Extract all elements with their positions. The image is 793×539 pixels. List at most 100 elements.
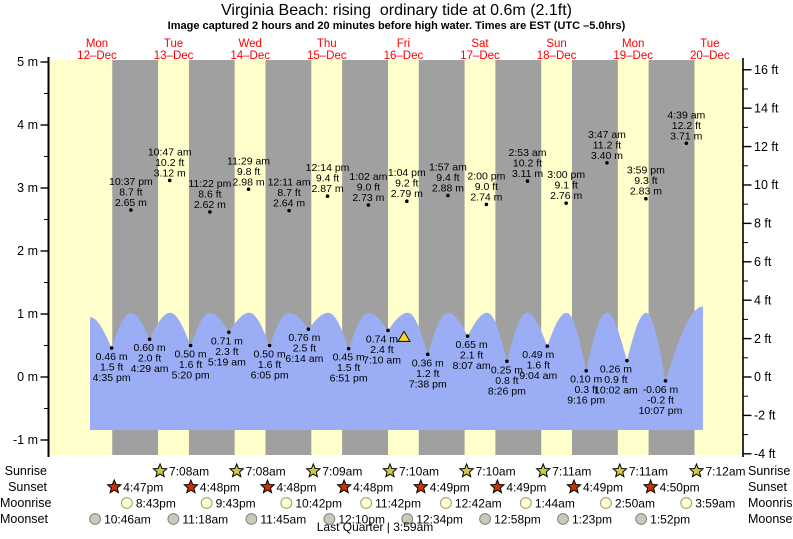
low-tide-feet: 2.3 ft	[215, 346, 238, 358]
low-tide-feet: 0.8 ft	[495, 375, 518, 387]
high-tide-time: 2:00 pm	[467, 170, 505, 182]
sunset-row-label-right: Sunset	[748, 480, 787, 494]
low-tide-time: 7:38 pm	[409, 378, 447, 390]
low-tide-meters: 0.49 m	[522, 349, 554, 361]
high-tide-annotation	[446, 193, 450, 198]
right-tick-label: 16 ft	[754, 63, 779, 77]
sunrise-time: 7:10am	[399, 464, 439, 478]
low-tide-annotation	[147, 337, 152, 342]
low-tide-annotation	[267, 343, 272, 348]
day-name-label: Wed	[238, 38, 261, 50]
sunset-time: 4:49pm	[430, 480, 470, 494]
sunrise-row-label-right: Sunrise	[748, 464, 791, 478]
low-tide-annotation	[109, 346, 114, 350]
sunrise-time: 7:12am	[705, 464, 745, 478]
high-tide-time: 1:57 am	[429, 162, 467, 174]
low-tide-point	[147, 337, 152, 342]
high-tide-annotation	[287, 208, 291, 213]
high-tide-feet: 8.6 ft	[198, 188, 221, 200]
low-tide-meters: 0.50 m	[254, 349, 286, 361]
night-band	[265, 60, 312, 455]
left-tick-label: 3 m	[17, 181, 38, 195]
sunrise-event	[228, 462, 245, 478]
moonrise-time: 8:43pm	[136, 496, 176, 510]
moonset-time: 1:52pm	[650, 512, 690, 526]
sunrise-time: 7:10am	[476, 464, 516, 478]
moonrise-moon-icon	[600, 497, 612, 509]
moonset-event	[245, 513, 258, 525]
sunset-time: 4:48pm	[353, 480, 393, 494]
right-tick-label: 10 ft	[754, 178, 779, 192]
tide-area	[90, 306, 703, 430]
low-tide-point	[425, 352, 430, 357]
high-tide-point	[405, 199, 409, 204]
low-tide-point	[109, 346, 114, 350]
low-tide-annotation	[306, 327, 311, 331]
high-tide-feet: 10.2 ft	[155, 157, 184, 169]
low-tide-feet: 2.4 ft	[370, 344, 393, 356]
left-tick-label: 0 m	[17, 370, 38, 384]
sunrise-time: 7:08am	[169, 464, 209, 478]
high-tide-time: 3:00 pm	[547, 169, 585, 181]
sunrise-event	[535, 462, 552, 478]
day-date-label: 13–Dec	[154, 50, 194, 62]
high-tide-feet: 9.1 ft	[554, 180, 577, 192]
high-tide-annotation	[246, 187, 251, 192]
left-tick-label: 4 m	[17, 118, 38, 132]
high-tide-feet: 9.2 ft	[395, 178, 418, 190]
sunset-row-label-left: Sunset	[8, 480, 47, 494]
sunset-star-icon	[642, 478, 659, 494]
sunset-event	[642, 478, 659, 494]
low-tide-meters: 0.36 m	[412, 357, 444, 369]
high-tide-point	[366, 203, 371, 207]
high-tide-annotation	[484, 202, 489, 207]
high-tide-feet: 9.8 ft	[237, 166, 260, 178]
sunrise-event	[305, 462, 322, 478]
night-band	[418, 60, 465, 455]
high-tide-time: 1:02 am	[349, 171, 387, 183]
moonrise-event	[440, 497, 452, 509]
high-tide-feet: 9.0 ft	[475, 181, 498, 193]
high-tide-time: 12:11 am	[268, 177, 311, 189]
high-tide-time: 12:14 pm	[306, 162, 350, 174]
high-tide-meters: 2.79 m	[391, 188, 423, 200]
moonrise-event	[519, 497, 532, 509]
high-tide-time: 11:29 am	[227, 155, 270, 167]
low-tide-point	[227, 330, 231, 335]
low-tide-meters: -0.06 m	[643, 384, 679, 396]
low-tide-point	[465, 334, 470, 338]
high-tide-point	[167, 178, 172, 183]
right-tick-label: 4 ft	[754, 293, 772, 307]
sunrise-star-icon	[688, 462, 705, 478]
sunrise-star-icon	[458, 462, 475, 478]
right-tick-label: -2 ft	[754, 409, 776, 423]
sunrise-time: 7:11am	[552, 464, 591, 478]
high-tide-feet: 11.2 ft	[593, 139, 621, 151]
moon-phase-label: Last Quarter | 3:59am	[316, 520, 434, 534]
high-tide-annotation	[405, 199, 409, 204]
low-tide-time: 4:35 pm	[93, 372, 131, 384]
moonset-event	[89, 513, 101, 525]
moonrise-moon-icon	[680, 497, 693, 509]
day-name-label: Fri	[397, 38, 410, 50]
left-tick-label: 5 m	[17, 55, 38, 69]
day-date-label: 19–Dec	[613, 50, 653, 62]
moonrise-time: 10:42pm	[295, 496, 342, 510]
sunrise-star-icon	[228, 462, 245, 478]
high-tide-annotation	[644, 196, 648, 201]
sunset-star-icon	[336, 478, 353, 494]
low-tide-point	[545, 344, 550, 348]
high-tide-meters: 2.62 m	[194, 199, 226, 211]
high-tide-time: 3:47 am	[588, 129, 626, 141]
sunrise-star-icon	[535, 462, 552, 478]
low-tide-annotation	[625, 358, 629, 363]
high-tide-feet: 9.0 ft	[357, 182, 380, 194]
right-tick-label: -4 ft	[754, 447, 776, 461]
low-tide-meters: 0.10 m	[570, 374, 602, 386]
high-tide-annotation	[167, 178, 172, 183]
moonrise-event	[680, 497, 693, 509]
sunrise-time: 7:11am	[629, 464, 668, 478]
high-tide-time: 3:59 pm	[627, 165, 665, 177]
moonrise-moon-icon	[360, 497, 373, 509]
sunset-event	[566, 478, 582, 494]
